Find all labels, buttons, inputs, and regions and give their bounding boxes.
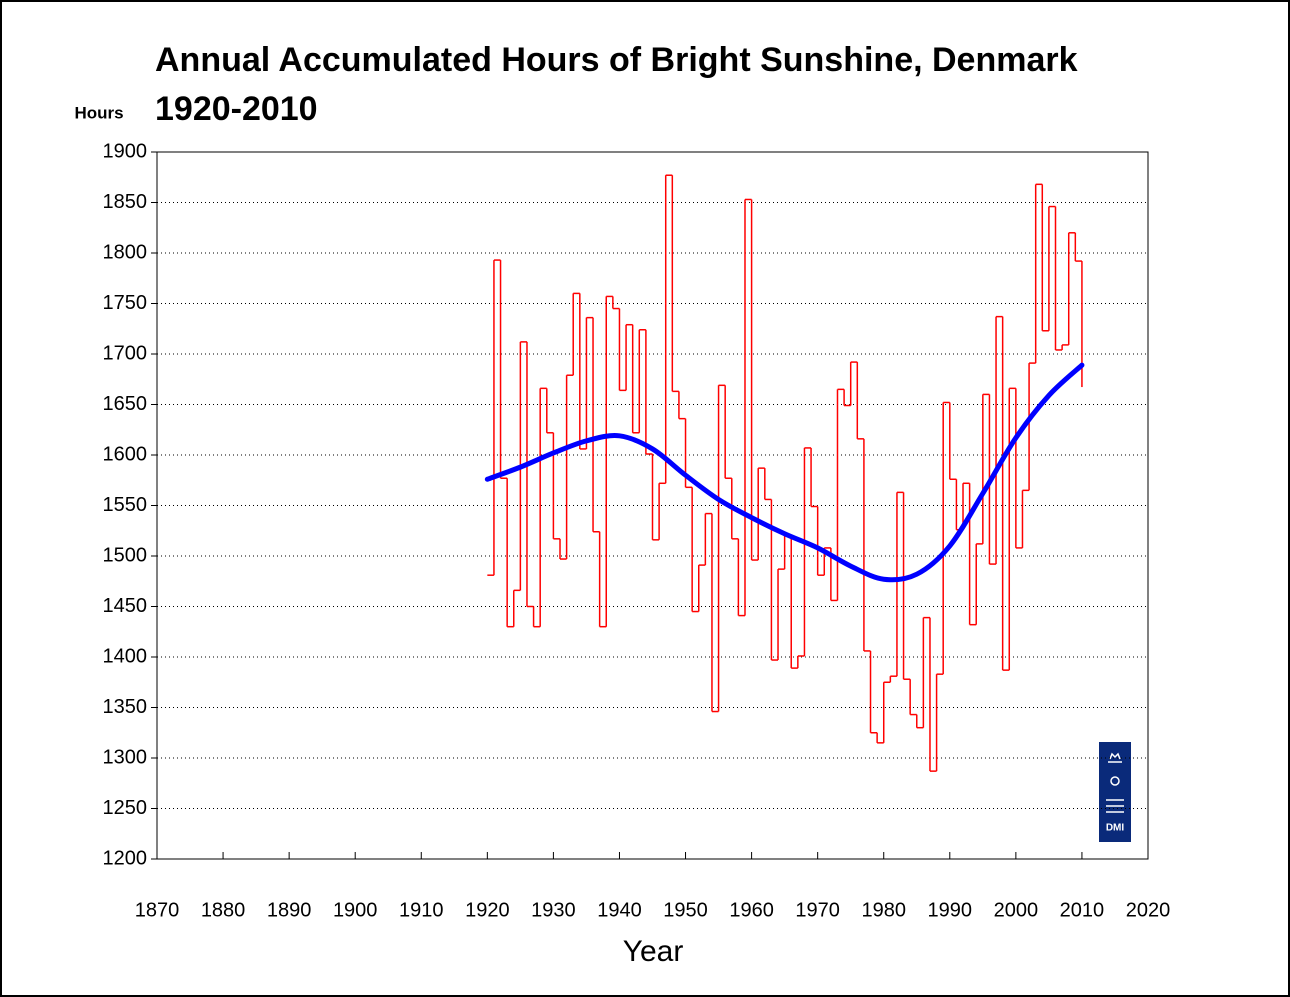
y-tick-label: 1900: [103, 140, 148, 162]
x-tick-label: 1890: [267, 899, 312, 921]
trend-line: [484, 362, 1085, 583]
y-tick-label: 1450: [103, 595, 148, 617]
plot-area: [156, 151, 1149, 860]
x-tick-label: 1970: [795, 899, 840, 921]
x-axis-label: Year: [623, 935, 684, 968]
logo-box: [1099, 742, 1131, 842]
x-tick-label: 2020: [1126, 899, 1171, 921]
y-tick-label: 1500: [103, 544, 148, 566]
x-tick-label: 1990: [928, 899, 973, 921]
y-tick-label: 1400: [103, 645, 148, 667]
y-axis-label: Hours: [74, 103, 123, 122]
y-tick-label: 1200: [103, 847, 148, 869]
y-tick-label: 1650: [103, 393, 148, 415]
x-tick-label: 1930: [531, 899, 576, 921]
y-tick-label: 1600: [103, 443, 148, 465]
x-tick-label: 1870: [135, 899, 180, 921]
y-tick-label: 1750: [103, 292, 148, 314]
step-end: [1081, 385, 1083, 388]
x-tick-label: 1980: [861, 899, 906, 921]
x-tick-label: 1960: [729, 899, 774, 921]
x-tick-label: 1880: [201, 899, 246, 921]
x-tick-label: 1940: [597, 899, 642, 921]
logo-sun: [1110, 776, 1120, 786]
x-tick-label: 2000: [994, 899, 1039, 921]
y-tick-label: 1250: [103, 797, 148, 819]
y-tick-label: 1550: [103, 494, 148, 516]
y-tick-label: 1700: [103, 342, 148, 364]
chart-subtitle: 1920-2010: [155, 90, 318, 128]
logo: DMI: [1099, 742, 1131, 842]
y-tick-label: 1300: [103, 746, 148, 768]
x-tick-label: 1900: [333, 899, 378, 921]
x-tick-label: 2010: [1060, 899, 1105, 921]
logo-text: DMI: [1106, 823, 1125, 834]
x-tick-label: 1910: [399, 899, 444, 921]
y-tick-label: 1350: [103, 696, 148, 718]
x-tick-label: 1950: [663, 899, 708, 921]
y-tick-label: 1800: [103, 241, 148, 263]
chart-title: Annual Accumulated Hours of Bright Sunsh…: [155, 41, 1078, 79]
logo-icon: [1106, 752, 1124, 813]
x-tick-label: 1920: [465, 899, 510, 921]
y-tick-label: 1850: [103, 191, 148, 213]
